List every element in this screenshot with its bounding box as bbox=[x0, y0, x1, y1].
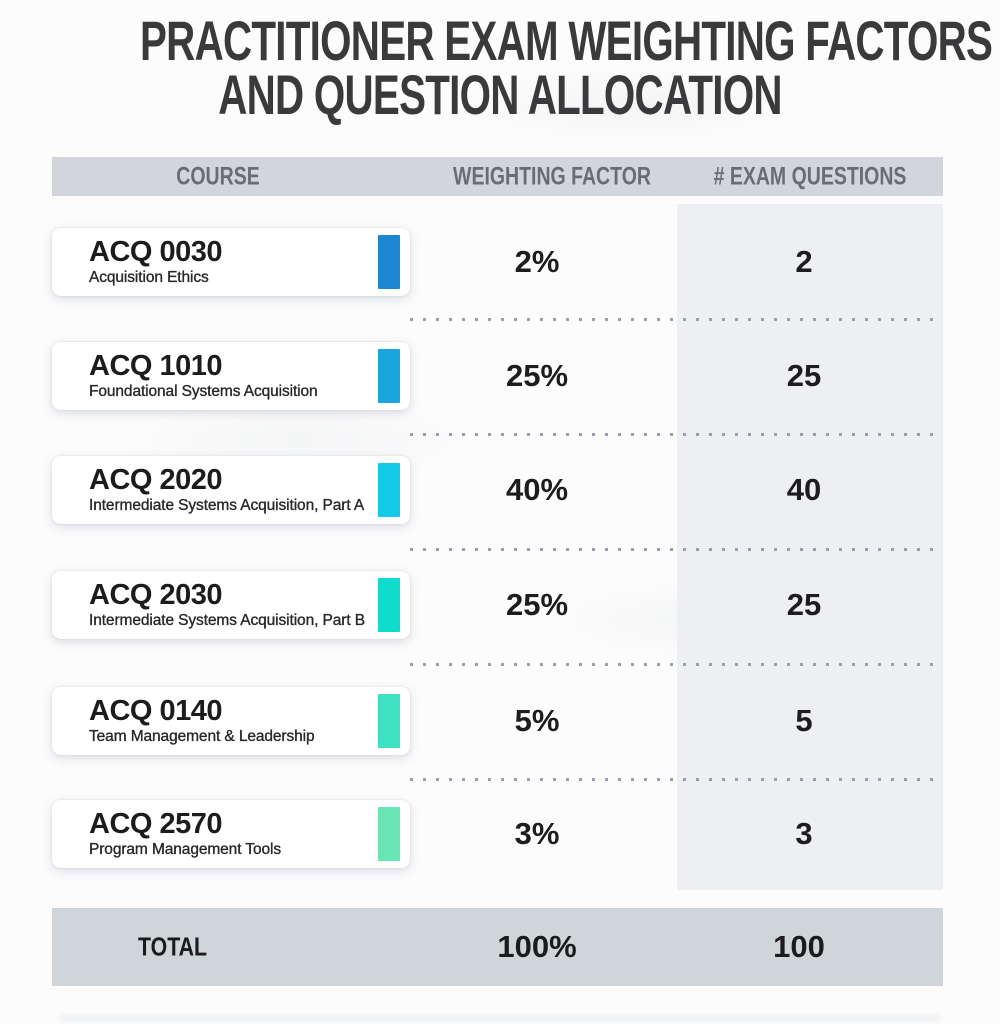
course-color-bar bbox=[378, 235, 400, 289]
course-card-acq-2020: ACQ 2020 Intermediate Systems Acquisitio… bbox=[52, 456, 410, 524]
course-code: ACQ 2030 bbox=[89, 579, 223, 611]
total-weighting-factor-value: 100% bbox=[497, 929, 577, 964]
column-header-weighting-factor: WEIGHTING FACTOR bbox=[453, 162, 651, 190]
weighting-factor-value: 25% bbox=[505, 587, 569, 622]
row-separator bbox=[410, 778, 936, 781]
exam-questions-value: 40 bbox=[786, 472, 822, 507]
course-name: Acquisition Ethics bbox=[89, 269, 209, 286]
course-name: Foundational Systems Acquisition bbox=[89, 383, 318, 400]
weighting-factor-value: 25% bbox=[505, 358, 569, 393]
table-row: ACQ 2030 Intermediate Systems Acquisitio… bbox=[0, 571, 1000, 639]
table-row: ACQ 0030 Acquisition Ethics 2% 2 bbox=[0, 228, 1000, 296]
table-row: ACQ 1010 Foundational Systems Acquisitio… bbox=[0, 342, 1000, 410]
course-code: ACQ 0140 bbox=[89, 695, 223, 727]
course-color-bar bbox=[378, 578, 400, 632]
weighting-factor-value: 3% bbox=[514, 816, 560, 851]
table-row: ACQ 2020 Intermediate Systems Acquisitio… bbox=[0, 456, 1000, 524]
course-card-acq-0030: ACQ 0030 Acquisition Ethics bbox=[52, 228, 410, 296]
course-color-bar bbox=[378, 349, 400, 403]
exam-questions-value: 3 bbox=[795, 816, 813, 851]
row-separator bbox=[410, 318, 936, 321]
exam-questions-value: 5 bbox=[795, 703, 813, 738]
course-code: ACQ 2570 bbox=[89, 808, 223, 840]
total-row: TOTAL 100% 100 bbox=[52, 908, 943, 986]
total-label: TOTAL bbox=[138, 931, 208, 962]
course-color-bar bbox=[378, 694, 400, 748]
weighting-factor-value: 2% bbox=[514, 244, 560, 279]
course-name: Intermediate Systems Acquisition, Part A bbox=[89, 497, 365, 514]
table-row: ACQ 2570 Program Management Tools 3% 3 bbox=[0, 800, 1000, 868]
course-color-bar bbox=[378, 807, 400, 861]
course-card-acq-0140: ACQ 0140 Team Management & Leadership bbox=[52, 687, 410, 755]
bottom-decoration bbox=[60, 1015, 940, 1022]
course-name: Program Management Tools bbox=[89, 841, 282, 858]
course-card-acq-2570: ACQ 2570 Program Management Tools bbox=[52, 800, 410, 868]
course-code: ACQ 1010 bbox=[89, 350, 223, 382]
course-color-bar bbox=[378, 463, 400, 517]
column-header-course: COURSE bbox=[176, 162, 260, 190]
page-title-line-2: AND QUESTION ALLOCATION bbox=[218, 63, 782, 126]
course-card-acq-2030: ACQ 2030 Intermediate Systems Acquisitio… bbox=[52, 571, 410, 639]
course-name: Intermediate Systems Acquisition, Part B bbox=[89, 612, 365, 629]
row-separator bbox=[410, 663, 936, 666]
course-name: Team Management & Leadership bbox=[89, 728, 315, 745]
course-code: ACQ 2020 bbox=[89, 464, 223, 496]
course-card-acq-1010: ACQ 1010 Foundational Systems Acquisitio… bbox=[52, 342, 410, 410]
row-separator bbox=[410, 433, 936, 436]
exam-questions-value: 25 bbox=[786, 587, 822, 622]
table-row: ACQ 0140 Team Management & Leadership 5%… bbox=[0, 687, 1000, 755]
course-code: ACQ 0030 bbox=[89, 236, 223, 268]
table-header-row: COURSE WEIGHTING FACTOR # EXAM QUESTIONS bbox=[52, 157, 943, 196]
exam-questions-column-background bbox=[677, 204, 943, 890]
weighting-factor-value: 40% bbox=[505, 472, 569, 507]
exam-questions-value: 2 bbox=[795, 244, 813, 279]
column-header-exam-questions: # EXAM QUESTIONS bbox=[713, 162, 907, 190]
page-title: PRACTITIONER EXAM WEIGHTING FACTORS AND … bbox=[140, 9, 993, 126]
exam-questions-value: 25 bbox=[786, 358, 822, 393]
total-exam-questions-value: 100 bbox=[773, 929, 825, 964]
page-title-line-1: PRACTITIONER EXAM WEIGHTING FACTORS bbox=[140, 9, 993, 72]
weighting-factor-value: 5% bbox=[514, 703, 560, 738]
row-separator bbox=[410, 548, 936, 551]
